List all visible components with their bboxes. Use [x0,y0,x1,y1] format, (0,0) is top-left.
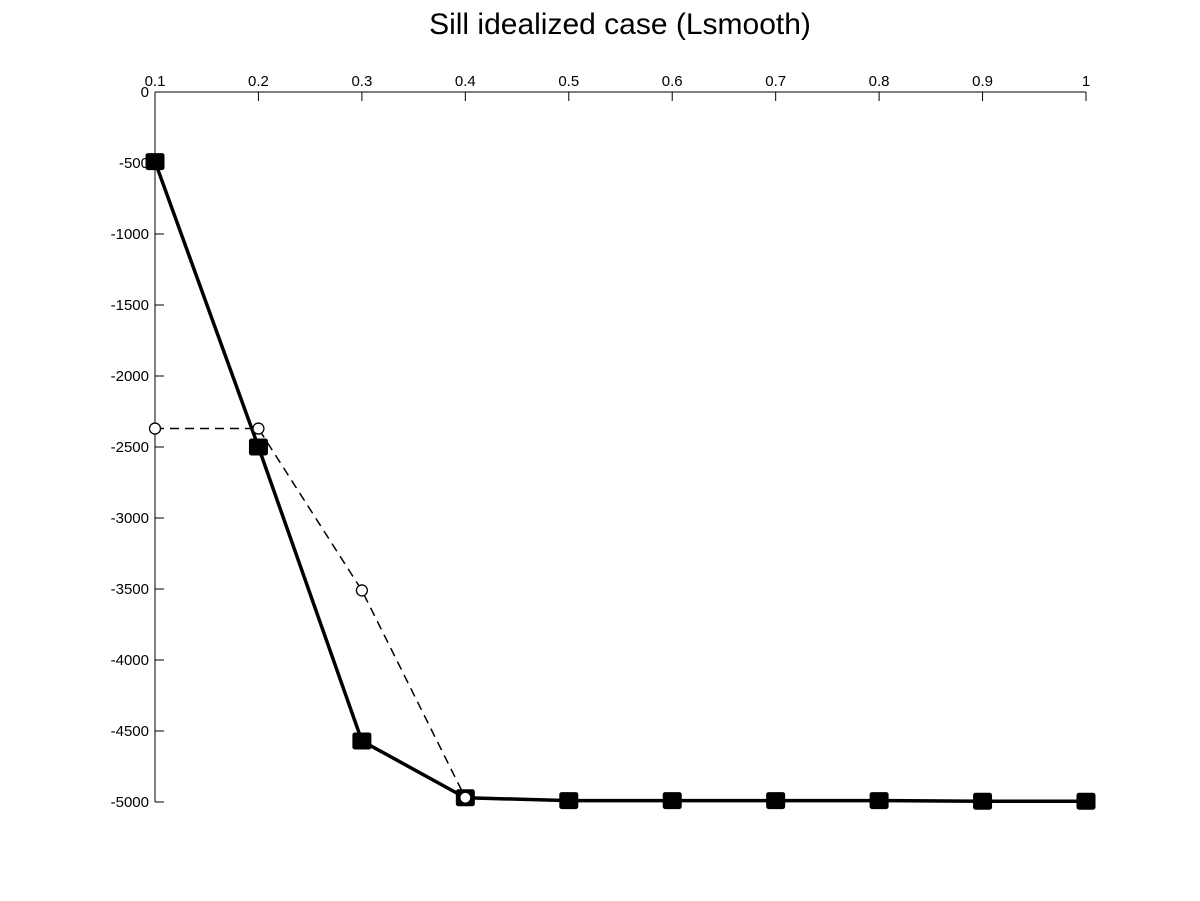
square-point [559,792,579,810]
axes [154,91,1087,803]
chart-title: Sill idealized case (Lsmooth) [429,8,811,41]
circle-point [252,422,265,435]
x-tick-label: 1 [1082,73,1090,90]
x-tick-label: 0.5 [558,73,579,90]
square-point [662,792,682,810]
square-point [248,438,268,456]
circle-point [355,584,369,597]
square-point [352,732,372,750]
series-line-solid [153,160,1086,804]
y-tick-label: -1500 [111,297,149,314]
y-tick-label: -3000 [111,510,149,527]
y-tick-label: -1000 [111,226,149,243]
x-tick-label: 0.7 [765,73,786,90]
square-point [1076,792,1096,810]
y-tick-label: -4000 [111,652,149,669]
series-line-dashed [155,427,467,799]
x-tick-label: 0.2 [248,73,269,90]
tick-labels: 0.1 0.2 0.3 0.4 0.5 0.6 0.7 0.8 0.9 1 0 -500 -1000 -1… [111,73,1091,811]
y-tick-label: -2000 [111,368,149,385]
square-point [869,792,889,810]
y-tick-label: -4500 [111,723,149,740]
circle-point [459,791,472,804]
series-layer [145,153,1096,810]
x-tick-label: 0.9 [972,73,993,90]
square-point [145,153,165,171]
y-tick-label: 0 [141,84,149,101]
circle-point [148,422,162,435]
square-point [973,792,993,810]
y-tick-label: -5000 [111,794,149,811]
square-point [766,792,786,810]
x-tick-label: 0.3 [351,73,372,90]
y-tick-label: -3500 [111,581,149,598]
x-tick-label: 0.6 [662,73,683,90]
x-tick-label: 0.1 [145,73,166,90]
x-tick-label: 0.8 [869,73,890,90]
y-tick-label: -500 [119,155,149,172]
y-tick-label: -2500 [111,439,149,456]
x-tick-label: 0.4 [455,73,476,90]
